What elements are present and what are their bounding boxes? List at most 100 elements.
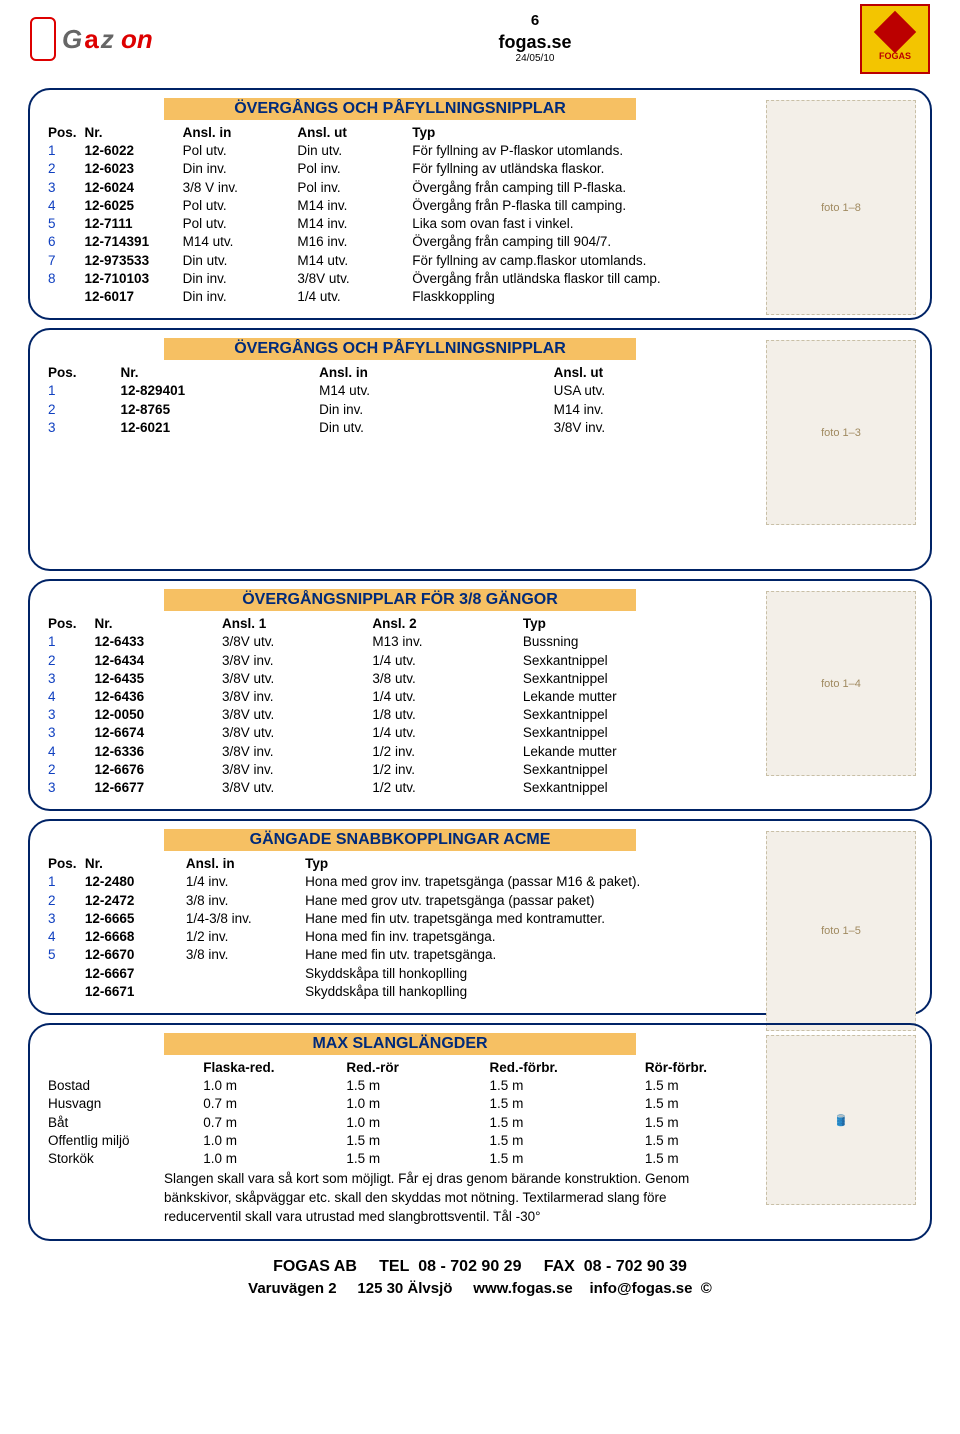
pos-cell: 4	[44, 928, 81, 946]
pos-cell: 7	[44, 252, 81, 270]
cell-value: 1.5 m	[486, 1114, 641, 1132]
column-header: Ansl. ut	[550, 364, 784, 382]
logo-fogas: FOGAS	[860, 4, 930, 74]
cell-value: Din inv.	[179, 270, 294, 288]
cell-value: 1.5 m	[486, 1132, 641, 1150]
column-header: Pos.	[44, 124, 81, 142]
section-panel: ÖVERGÅNGS OCH PÅFYLLNINGSNIPPLARfoto 1–3…	[28, 328, 932, 571]
nr-cell: 12-0050	[91, 706, 218, 724]
column-header: Typ	[408, 124, 784, 142]
pos-cell: 3	[44, 724, 91, 742]
cell-value: 1.5 m	[641, 1114, 784, 1132]
cell-value: 1/4 utv.	[368, 724, 518, 742]
column-header: Typ	[519, 615, 784, 633]
row-label: Offentlig miljö	[44, 1132, 199, 1150]
table-row: 112-829401M14 utv.USA utv.	[44, 382, 784, 400]
table-row: Offentlig miljö1.0 m1.5 m1.5 m1.5 m	[44, 1132, 784, 1150]
nr-cell: 12-6670	[81, 946, 182, 964]
section-panel: GÄNGADE SNABBKOPPLINGAR ACMEfoto 1–5Pos.…	[28, 819, 932, 1015]
pos-cell: 2	[44, 761, 91, 779]
cell-value: 1.5 m	[342, 1077, 485, 1095]
cell-value: Lika som ovan fast i vinkel.	[408, 215, 784, 233]
cell-value	[182, 965, 301, 983]
table-row: 812-710103Din inv.3/8V utv.Övergång från…	[44, 270, 784, 288]
cell-value: 1/4 utv.	[293, 288, 408, 306]
footer-fax: 08 - 702 90 39	[584, 1258, 687, 1275]
cell-value: 3/8 V inv.	[179, 179, 294, 197]
pos-cell: 3	[44, 706, 91, 724]
nr-cell: 12-2472	[81, 892, 182, 910]
table-row: 212-6023Din inv.Pol inv.För fyllning av …	[44, 160, 784, 178]
column-header: Pos.	[44, 855, 81, 873]
column-header: Typ	[301, 855, 784, 873]
product-photo: 🛢️	[766, 1035, 916, 1205]
section-panel: ÖVERGÅNGS OCH PÅFYLLNINGSNIPPLAR foto 1–8…	[28, 88, 932, 320]
nr-cell: 12-8765	[117, 401, 316, 419]
cell-value: 3/8V utv.	[218, 633, 368, 651]
header-date: 24/05/10	[498, 53, 571, 66]
cell-value: 0.7 m	[199, 1114, 342, 1132]
cell-value: 3/8 utv.	[368, 670, 518, 688]
pos-cell: 3	[44, 779, 91, 797]
section-title: MAX SLANGLÄNGDER	[164, 1033, 636, 1055]
cell-value: Pol inv.	[293, 160, 408, 178]
cell-value: 3/8V inv.	[218, 652, 368, 670]
cell-value: Hane med grov utv. trapetsgänga (passar …	[301, 892, 784, 910]
product-photo: foto 1–8	[766, 100, 916, 315]
cell-value: 3/8 inv.	[182, 946, 301, 964]
cell-value: 1.5 m	[486, 1077, 641, 1095]
table-row: 412-66681/2 inv.Hona med fin inv. trapet…	[44, 928, 784, 946]
cell-value: Övergång från camping till 904/7.	[408, 233, 784, 251]
cell-value: 1.5 m	[486, 1150, 641, 1168]
table-row: Husvagn0.7 m1.0 m1.5 m1.5 m	[44, 1095, 784, 1113]
cell-value: Flaskkoppling	[408, 288, 784, 306]
column-header: Nr.	[81, 855, 182, 873]
cell-value: 0.7 m	[199, 1095, 342, 1113]
row-label: Storkök	[44, 1150, 199, 1168]
nr-cell: 12-973533	[81, 252, 179, 270]
table-row: 212-24723/8 inv.Hane med grov utv. trape…	[44, 892, 784, 910]
section-title: ÖVERGÅNGSNIPPLAR FÖR 3/8 GÄNGOR	[164, 589, 636, 611]
footer-postal: 125 30 Älvsjö	[357, 1280, 452, 1297]
footer-email: info@fogas.se	[589, 1280, 692, 1297]
column-header: Ansl. in	[182, 855, 301, 873]
pos-cell: 1	[44, 382, 117, 400]
cell-value: 1.5 m	[342, 1132, 485, 1150]
cell-value: Din utv.	[179, 252, 294, 270]
cell-value: 1.5 m	[641, 1095, 784, 1113]
table-row: 312-66651/4-3/8 inv.Hane med fin utv. tr…	[44, 910, 784, 928]
footer-addr: Varuvägen 2	[248, 1280, 336, 1297]
cell-value: M14 utv.	[293, 252, 408, 270]
cell-value: 1.5 m	[342, 1150, 485, 1168]
pos-cell	[44, 965, 81, 983]
nr-cell: 12-6436	[91, 688, 218, 706]
site-name: fogas.se	[498, 31, 571, 54]
section-panel: ÖVERGÅNGSNIPPLAR FÖR 3/8 GÄNGORfoto 1–4P…	[28, 579, 932, 811]
nr-cell: 12-6022	[81, 142, 179, 160]
cell-value: 1/4 utv.	[368, 688, 518, 706]
cell-value: 3/8V inv.	[218, 688, 368, 706]
cell-value: 3/8V utv.	[218, 724, 368, 742]
cell-value: Pol inv.	[293, 179, 408, 197]
cell-value: Pol utv.	[179, 142, 294, 160]
table-row: 512-7111Pol utv.M14 inv.Lika som ovan fa…	[44, 215, 784, 233]
cell-value: Sexkantnippel	[519, 779, 784, 797]
cell-value: Din utv.	[315, 419, 549, 437]
header-center: 6 fogas.se 24/05/10	[498, 12, 571, 66]
cell-value: Hane med fin utv. trapetsgänga med kontr…	[301, 910, 784, 928]
section-title: ÖVERGÅNGS OCH PÅFYLLNINGSNIPPLAR	[164, 98, 636, 120]
data-table: Flaska-red.Red.-rörRed.-förbr.Rör-förbr.…	[44, 1059, 784, 1168]
cell-value: M13 inv.	[368, 633, 518, 651]
table-row: 312-66773/8V utv.1/2 utv.Sexkantnippel	[44, 779, 784, 797]
table-row: 12-6671Skyddskåpa till hankoplling	[44, 983, 784, 1001]
data-table: Pos.Nr.Ansl. inAnsl. utTyp112-6022Pol ut…	[44, 124, 784, 306]
table-row: Båt0.7 m1.0 m1.5 m1.5 m	[44, 1114, 784, 1132]
cell-value: Övergång från camping till P-flaska.	[408, 179, 784, 197]
nr-cell: 12-6667	[81, 965, 182, 983]
cell-value: M14 inv.	[293, 215, 408, 233]
data-table: Pos.Nr.Ansl. 1Ansl. 2Typ112-64333/8V utv…	[44, 615, 784, 797]
cell-value: 1/2 inv.	[368, 743, 518, 761]
cell-value: Sexkantnippel	[519, 670, 784, 688]
pos-cell: 4	[44, 743, 91, 761]
cell-value: Hona med grov inv. trapetsgänga (passar …	[301, 873, 784, 891]
